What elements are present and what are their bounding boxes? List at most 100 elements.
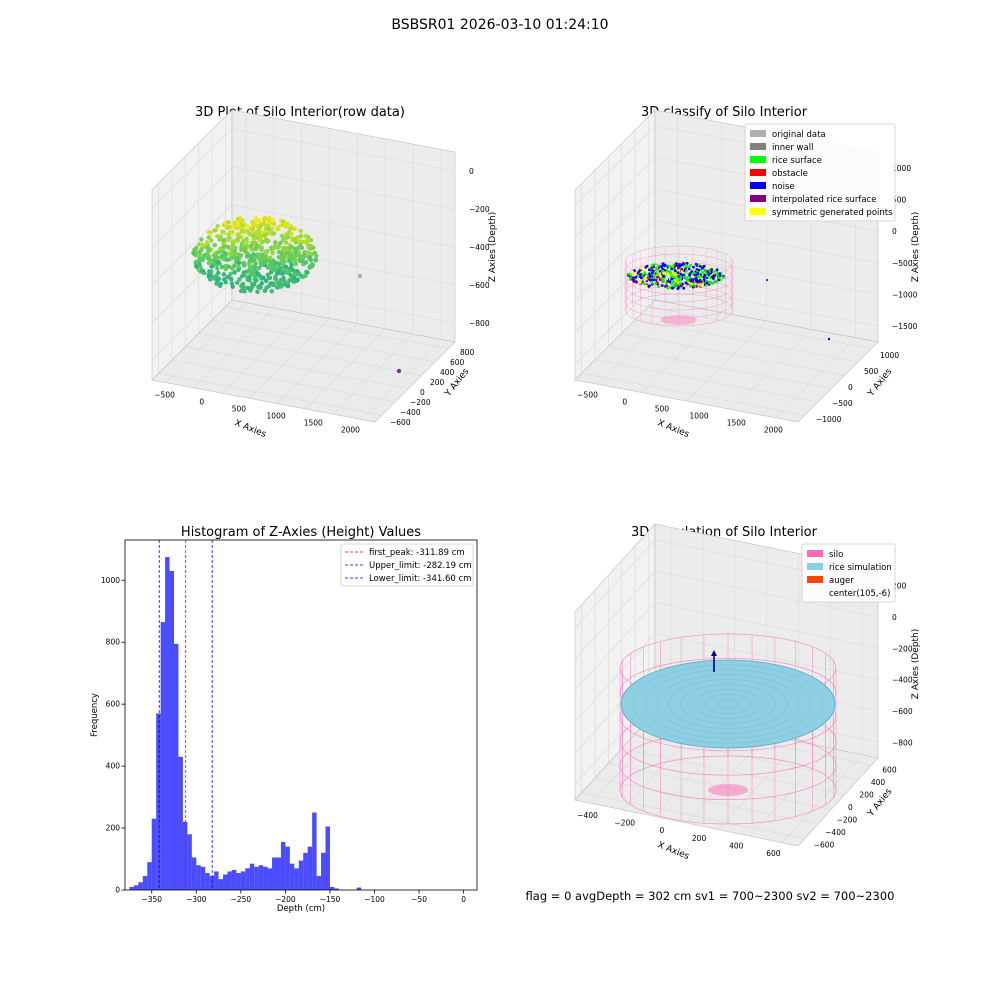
sim-y-tick-label: 0	[848, 803, 853, 812]
raw-point	[273, 277, 279, 282]
raw-point	[263, 259, 268, 264]
classify-point	[658, 272, 662, 275]
sim-legend-label: silo	[829, 550, 843, 560]
raw-point	[245, 277, 250, 282]
raw-ygrid	[332, 333, 414, 415]
classify-point	[664, 281, 668, 285]
raw-point	[262, 215, 268, 221]
raw-point	[215, 233, 220, 239]
classify-point	[643, 271, 647, 274]
classify-x-tick-label: 0	[622, 398, 627, 407]
histogram-bar	[231, 869, 237, 890]
raw-point	[230, 266, 235, 271]
raw-point	[280, 219, 285, 224]
raw-point	[255, 271, 261, 276]
classify-point	[671, 281, 675, 284]
classify-point	[644, 277, 648, 281]
classify-legend-swatch	[750, 130, 766, 137]
raw-point	[308, 243, 314, 249]
raw-point	[303, 273, 308, 279]
classify-x-tick-label: −500	[577, 391, 598, 400]
sim-x-tick-label: 600	[766, 849, 781, 858]
classify-zgrid	[574, 220, 879, 302]
raw-point	[249, 272, 254, 277]
histogram-y-tick-label: 600	[106, 700, 121, 709]
raw-point	[224, 223, 229, 229]
raw-point	[276, 269, 282, 274]
sim-y-tick-label: 400	[871, 778, 886, 787]
classify-point	[676, 271, 680, 275]
sim-x-tick-label: 0	[660, 826, 665, 835]
raw-point	[208, 277, 213, 282]
raw-point	[253, 216, 258, 221]
classify-y-tick-label: 0	[848, 383, 853, 392]
raw-point	[295, 269, 300, 274]
histogram-bar	[178, 756, 183, 890]
classify-point	[688, 284, 692, 288]
histogram-bar	[214, 871, 219, 890]
raw-point	[264, 285, 269, 290]
raw-x-tick-label: 1000	[267, 412, 286, 421]
sim-rice-mesh	[668, 679, 788, 729]
raw-point	[197, 242, 202, 247]
classify-legend-label: symmetric generated points	[772, 208, 893, 218]
classify-point	[639, 273, 642, 276]
histogram-bar	[236, 872, 241, 890]
classify-point	[699, 280, 703, 284]
raw-ygrid	[277, 323, 358, 404]
classify-ygrid	[686, 320, 767, 402]
raw-point	[237, 277, 242, 282]
sim-ygrid	[781, 754, 863, 843]
raw-x-tick-label: −500	[154, 391, 175, 400]
classify-point	[702, 265, 705, 269]
raw-point	[262, 255, 267, 260]
raw-point	[297, 239, 302, 244]
classify-legend-label: interpolated rice surface	[772, 195, 877, 205]
classify-point	[718, 272, 721, 276]
histogram-bar	[147, 862, 152, 890]
raw-point	[245, 228, 250, 234]
histogram-y-tick-label: 800	[106, 638, 121, 647]
classify-point	[657, 264, 660, 268]
raw-point	[235, 237, 240, 242]
raw-point	[255, 266, 261, 271]
sim-rice-mesh	[632, 664, 824, 744]
raw-point	[307, 265, 312, 270]
raw-point	[308, 238, 314, 243]
classify-point	[674, 264, 677, 267]
raw-point	[279, 256, 284, 262]
raw-point	[226, 232, 231, 237]
classify-point	[712, 276, 715, 280]
classify-point	[668, 280, 672, 284]
histogram-x-tick-label: −50	[411, 895, 427, 904]
histogram-bar	[245, 868, 250, 890]
raw-point	[280, 267, 286, 272]
raw-point	[222, 251, 227, 256]
raw-point	[280, 271, 285, 276]
histogram-x-tick-label: −200	[275, 895, 296, 904]
classify-point	[658, 278, 662, 281]
classify-point	[660, 284, 664, 287]
sim-zgrid	[574, 633, 879, 722]
raw-ygrid	[193, 307, 275, 389]
raw-point	[278, 277, 284, 283]
raw-point	[240, 222, 245, 228]
simulation-3d-panel: 3D simulation of Silo Interior−400−20002…	[574, 523, 921, 862]
raw-point	[217, 237, 222, 242]
raw-point	[289, 244, 294, 250]
raw-point	[199, 237, 204, 242]
histogram-bar	[298, 860, 304, 890]
raw-ygrid	[249, 318, 330, 399]
raw-point	[250, 257, 256, 262]
raw-point	[298, 243, 303, 248]
classify-point	[639, 280, 642, 283]
raw-point	[298, 233, 304, 239]
sim-z-tick-label: −600	[892, 707, 913, 716]
histogram-x-tick-label: −350	[141, 895, 162, 904]
classify-point	[634, 276, 637, 279]
raw-ygrid	[221, 312, 302, 394]
classify-x-tick-label: 2000	[764, 426, 783, 435]
histogram-bar	[280, 841, 286, 890]
raw-point	[303, 233, 308, 239]
raw-point	[300, 254, 306, 259]
